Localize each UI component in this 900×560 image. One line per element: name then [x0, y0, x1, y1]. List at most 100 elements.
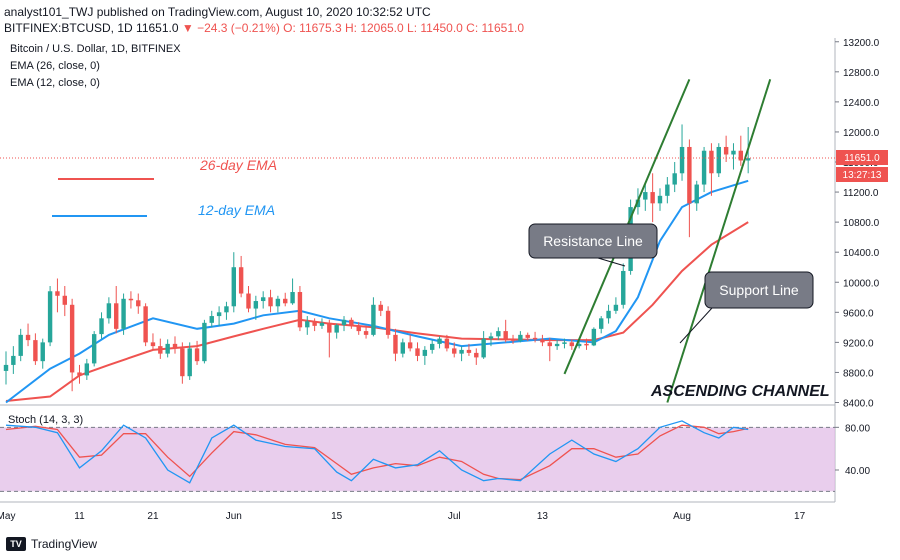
last-price: 11651.0 — [136, 21, 179, 35]
stoch-k-line — [5, 420, 749, 484]
countdown-tag-bg — [836, 167, 888, 182]
candle-body — [194, 348, 200, 362]
candle-body — [305, 321, 310, 328]
candle-body — [158, 346, 163, 354]
ohlc-values: O: 11675.3 H: 12065.0 L: 11450.0 C: 1165… — [283, 21, 525, 35]
candle-body — [260, 297, 266, 302]
price-tick-label: 12000.0 — [843, 128, 880, 139]
candle-body — [591, 328, 597, 346]
candle-body — [18, 334, 23, 356]
candle-body — [525, 334, 530, 338]
candle-body — [312, 321, 317, 326]
candle-body — [474, 352, 479, 358]
candle-body — [701, 150, 707, 185]
candle-body — [635, 199, 641, 208]
price-tick-label: 9600.0 — [843, 308, 874, 319]
chart-area[interactable]: 8400.0 8800.0 9200.0 9600.0 10000.0 10400.0 10… — [0, 38, 900, 530]
support-callout-pointer — [679, 307, 713, 344]
support-callout-box — [704, 271, 814, 309]
candle-body — [562, 342, 567, 344]
ema12-annotation: 12-day EMA — [198, 202, 275, 218]
candle-body — [496, 331, 501, 337]
price-tick-label: 10000.0 — [843, 278, 880, 289]
candle-body — [621, 270, 626, 305]
support-callout[interactable]: Support Line — [679, 271, 814, 344]
footer: TV TradingView — [0, 530, 900, 560]
time-tick-label: 15 — [331, 511, 343, 522]
legend-ema26: EMA (26, close, 0) — [10, 60, 100, 72]
candle-body — [385, 310, 391, 335]
last-price-tag-text: 11651.0 — [844, 153, 880, 164]
candle-body — [356, 325, 361, 332]
candle-body — [231, 267, 236, 307]
candle-body — [606, 310, 611, 319]
candle-body — [687, 146, 692, 204]
candle-body — [341, 319, 347, 326]
tradingview-brand: TradingView — [31, 537, 98, 551]
candle-body — [679, 146, 685, 174]
candle-body — [69, 304, 75, 373]
resistance-callout-box — [528, 223, 658, 259]
candle-body — [745, 158, 751, 161]
candle-body — [253, 301, 259, 309]
symbol[interactable]: BITFINEX:BTCUSD, 1D — [4, 21, 133, 35]
price-tick-label: 10400.0 — [843, 248, 880, 259]
support-trendline — [666, 79, 772, 403]
candle-body — [106, 303, 112, 319]
candle-body — [121, 298, 126, 329]
channel-annotation: ASCENDING CHANNEL — [650, 383, 830, 400]
price-chart-svg[interactable]: 8400.0 8800.0 9200.0 9600.0 10000.0 10400.0 10… — [0, 38, 900, 530]
candle-body — [576, 343, 582, 347]
countdown-tag-text: 13:27:13 — [843, 170, 882, 181]
candle-body — [349, 319, 354, 326]
candle-body — [518, 334, 523, 341]
candle-body — [657, 195, 663, 204]
candle-body — [437, 338, 442, 344]
candle-body — [503, 331, 508, 339]
candle-body — [114, 303, 119, 329]
candle-body — [378, 304, 383, 311]
time-tick-label: 21 — [147, 511, 159, 522]
legend-pair: Bitcoin / U.S. Dollar, 1D, BITFINEX — [10, 43, 181, 55]
candle-body — [584, 343, 589, 346]
resistance-callout[interactable]: Resistance Line — [528, 223, 658, 267]
candle-body — [136, 300, 141, 307]
candle-body — [466, 349, 472, 353]
candle-body — [55, 291, 60, 296]
legend-ema12: EMA (12, close, 0) — [10, 77, 100, 89]
candle-body — [738, 150, 744, 161]
candle-body — [400, 342, 406, 354]
chart-header: analyst101_TWJ published on TradingView.… — [0, 0, 900, 40]
candle-body — [422, 349, 428, 356]
candle-body — [429, 343, 435, 350]
candle-body — [11, 355, 16, 365]
candle-body — [187, 348, 192, 377]
candle-body — [224, 306, 229, 313]
candle-body — [165, 343, 170, 354]
candle-body — [327, 322, 332, 333]
candle-body — [77, 372, 82, 376]
time-tick-label: 17 — [794, 511, 806, 522]
candle-body — [547, 342, 552, 347]
publisher-line: analyst101_TWJ published on TradingView.… — [4, 5, 431, 19]
candle-body — [33, 340, 38, 362]
time-tick-label: Jun — [226, 511, 242, 522]
candle-body — [407, 342, 413, 349]
stoch-axis-ticks: 40.00 80.00 — [835, 423, 870, 477]
ema26-annotation: 26-day EMA — [199, 157, 277, 173]
time-tick-label: Aug — [673, 511, 691, 522]
candle-body — [694, 184, 699, 204]
candle-body — [510, 338, 516, 341]
candle-body — [99, 318, 104, 335]
tradingview-logo[interactable]: TV TradingView — [6, 537, 97, 551]
price-tick-label: 9200.0 — [843, 338, 874, 349]
resistance-callout-label: Resistance Line — [543, 233, 643, 249]
price-tick-label: 12800.0 — [843, 68, 880, 79]
candle-body — [150, 342, 156, 347]
candle-body — [488, 336, 494, 339]
stoch-band — [0, 427, 835, 492]
price-tick-label: 8800.0 — [843, 368, 874, 379]
candle-body — [415, 348, 420, 356]
candle-body — [371, 304, 376, 335]
candle-body — [599, 318, 604, 329]
